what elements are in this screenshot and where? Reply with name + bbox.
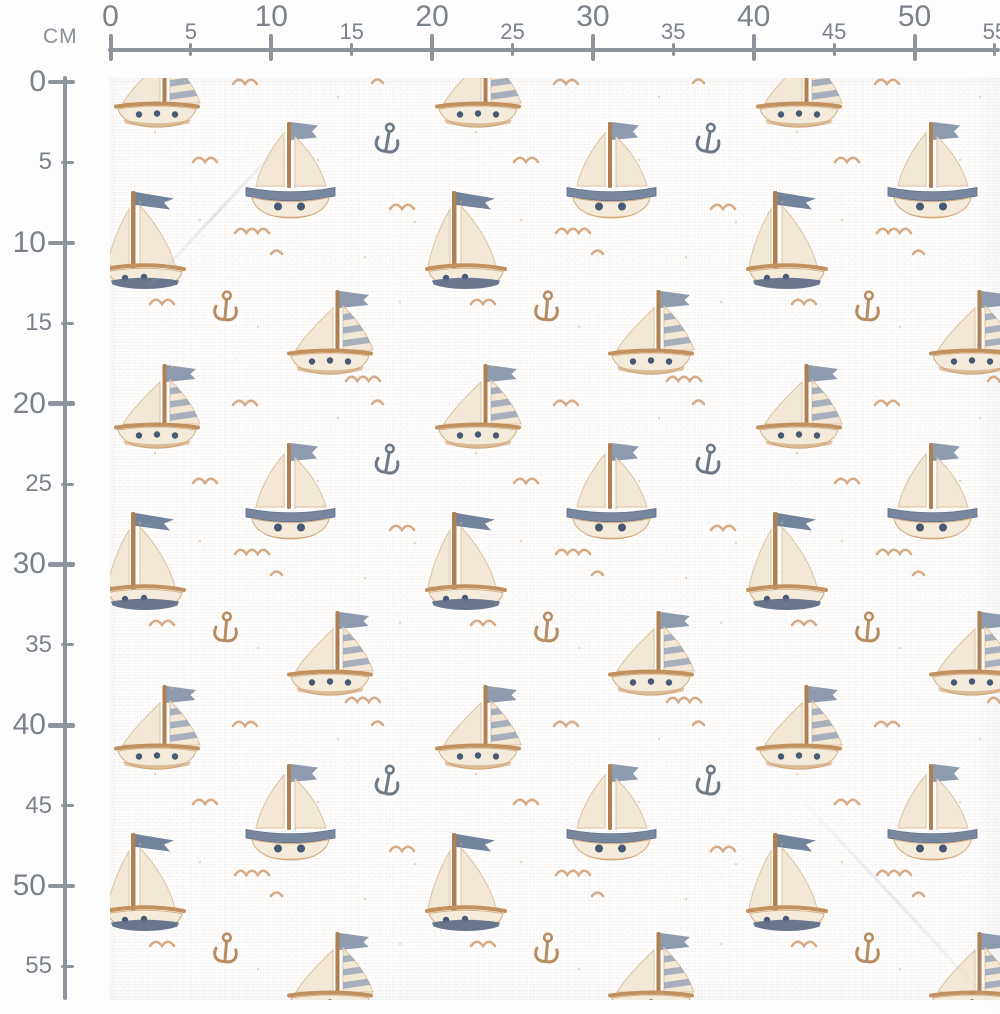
top-ruler-label-35: 35 [661,19,686,44]
left-ruler-label-15: 15 [25,309,52,337]
top-ruler-label-40: 40 [737,0,771,33]
left-ruler-label-30: 30 [12,547,46,581]
top-ruler-label-20: 20 [415,0,449,33]
top-ruler-label-25: 25 [500,19,525,44]
left-ruler-label-0: 0 [29,65,46,98]
left-ruler-label-40: 40 [12,708,46,742]
top-ruler-label-10: 10 [254,0,288,33]
top-ruler-line [108,48,1000,52]
left-ruler-tick-25 [61,482,74,486]
top-ruler-label-0: 0 [102,0,119,33]
top-ruler-label-15: 15 [339,19,364,44]
left-ruler-tick-30 [48,562,75,567]
top-ruler-tick-10 [269,34,274,61]
top-ruler-tick-5 [189,43,193,56]
left-ruler-label-35: 35 [25,630,52,658]
left-ruler-tick-45 [61,804,74,808]
left-ruler-tick-35 [61,643,74,647]
top-ruler-tick-30 [590,34,595,61]
left-ruler-label-45: 45 [25,791,52,819]
top-ruler-tick-25 [511,43,514,56]
left-ruler-label-10: 10 [12,225,46,259]
left-ruler-line [63,76,67,1000]
top-ruler-tick-55 [993,43,997,56]
left-ruler-tick-10 [48,240,75,246]
top-ruler-tick-0 [108,34,113,61]
left-ruler-label-25: 25 [25,470,52,497]
left-ruler-tick-40 [48,723,75,728]
top-ruler-tick-50 [912,34,917,61]
top-ruler-tick-15 [350,43,354,56]
fabric-swatch [110,78,1000,1014]
left-ruler-label-20: 20 [12,386,46,420]
left-ruler-label-5: 5 [38,148,52,176]
top-ruler-label-45: 45 [821,19,847,44]
top-ruler-label-55: 55 [982,19,1000,44]
top-ruler-label-50: 50 [897,0,932,33]
left-ruler-tick-20 [48,401,75,406]
left-ruler-tick-50 [48,883,75,889]
ruler-unit-label: CM [43,25,78,48]
top-ruler-tick-40 [751,34,756,61]
pattern-fill [110,78,1000,1000]
top-ruler-tick-45 [832,43,836,56]
top-ruler-tick-35 [671,43,675,56]
top-ruler-label-5: 5 [184,19,198,44]
fabric-pattern [110,78,1000,1000]
top-ruler-label-30: 30 [576,0,610,33]
left-ruler-tick-55 [61,964,74,968]
left-ruler-label-50: 50 [12,869,46,902]
left-ruler-tick-5 [61,160,74,164]
top-ruler-tick-20 [430,34,435,61]
left-ruler-tick-15 [61,321,74,325]
left-ruler-tick-0 [48,79,75,85]
left-ruler-label-55: 55 [25,952,52,980]
